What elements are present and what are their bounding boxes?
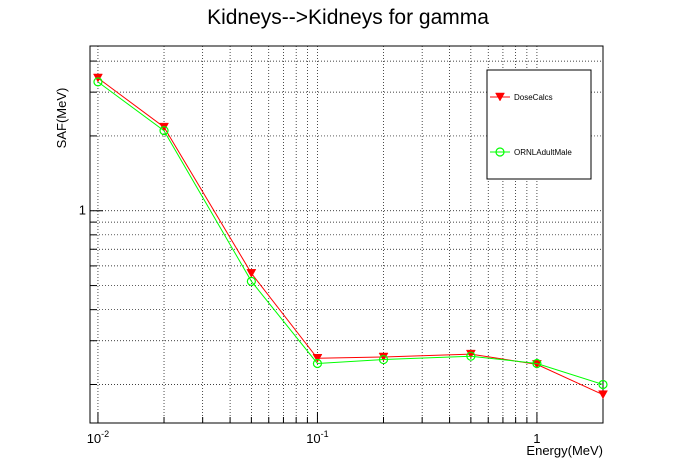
data-point — [378, 352, 389, 362]
data-point — [495, 147, 505, 157]
chart-title: Kidneys-->Kidneys for gamma — [207, 6, 489, 29]
x-tick-label: 1 — [533, 431, 540, 446]
data-point — [465, 349, 476, 359]
data-point — [246, 269, 257, 278]
x-axis-label: Energy(MeV) — [526, 443, 603, 458]
data-point — [495, 92, 505, 102]
legend-box — [486, 69, 592, 180]
data-point — [598, 390, 608, 400]
legend-entry: ORNLAdultMale — [490, 147, 572, 157]
data-point — [466, 351, 476, 361]
y-tick-label: 1 — [79, 203, 86, 218]
series-ORNLAdultMale — [93, 77, 608, 390]
legend: DoseCalcs ORNLAdultMale — [486, 69, 592, 180]
x-tick-label: 10-2 — [87, 429, 109, 446]
data-point — [312, 354, 323, 363]
legend-entry: DoseCalcs — [490, 92, 553, 102]
data-point — [93, 77, 103, 87]
x-tick-label: 10-1 — [306, 429, 328, 446]
legend-label: ORNLAdultMale — [514, 148, 572, 157]
data-point — [532, 358, 542, 369]
series — [93, 73, 608, 400]
data-point — [312, 358, 323, 369]
data-point — [598, 379, 608, 390]
axes: 10-2 10-1 1 1 — [79, 60, 604, 446]
data-point — [378, 354, 389, 365]
y-axis-label: SAF(MeV) — [54, 88, 69, 149]
data-point — [246, 276, 256, 286]
series-line — [97, 81, 604, 385]
data-point — [159, 126, 169, 136]
legend-label: DoseCalcs — [514, 93, 553, 102]
